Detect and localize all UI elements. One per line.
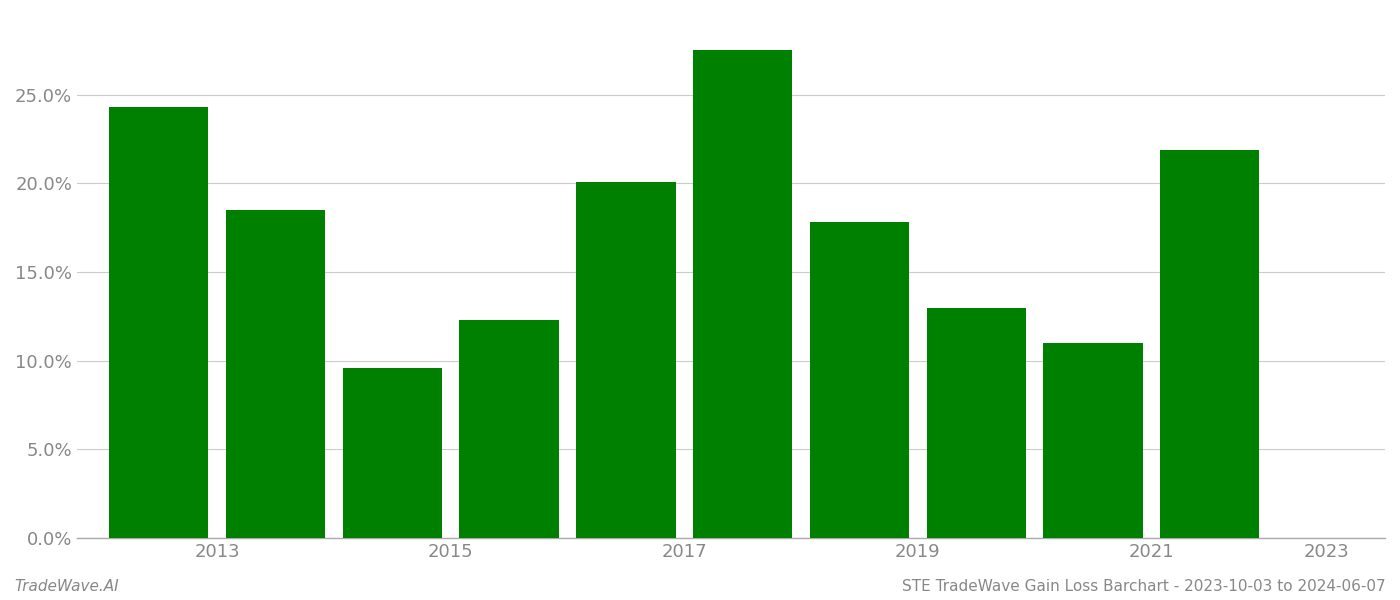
Text: STE TradeWave Gain Loss Barchart - 2023-10-03 to 2024-06-07: STE TradeWave Gain Loss Barchart - 2023-… [903,579,1386,594]
Bar [693,50,792,538]
Bar [577,182,676,538]
Bar [225,210,325,538]
Bar [1043,343,1142,538]
Text: TradeWave.AI: TradeWave.AI [14,579,119,594]
Bar [459,320,559,538]
Bar [1161,150,1260,538]
Bar [109,107,209,538]
Bar [809,223,909,538]
Bar [343,368,442,538]
Bar [927,308,1026,538]
